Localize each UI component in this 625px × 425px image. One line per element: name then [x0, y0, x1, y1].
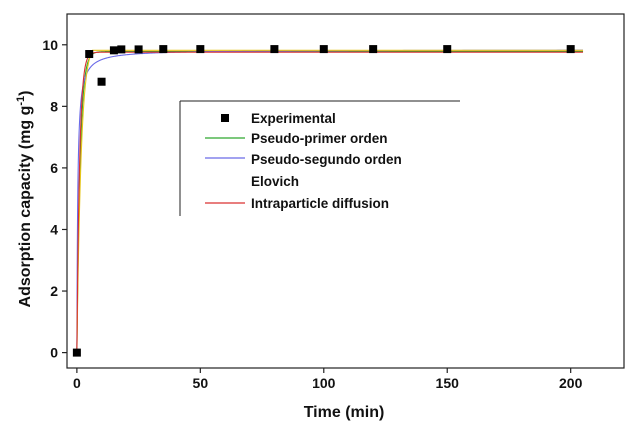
- data-point: [159, 45, 168, 54]
- x-tick-label: 0: [73, 375, 81, 391]
- x-tick-label: 150: [436, 375, 460, 391]
- legend-label-elovich: Elovich: [251, 174, 299, 189]
- x-axis: 0 50 100 150 200: [73, 368, 583, 391]
- experimental-points: [72, 45, 575, 357]
- x-tick-label: 50: [193, 375, 209, 391]
- legend-label-pseudo-primer: Pseudo-primer orden: [251, 131, 388, 146]
- y-tick-label: 6: [50, 160, 58, 176]
- y-tick-label: 0: [50, 345, 58, 361]
- data-point: [369, 45, 378, 54]
- legend-marker-experimental: [221, 114, 229, 122]
- series-line-elovich: [76, 49, 584, 353]
- y-tick-label: 10: [42, 37, 58, 53]
- data-point: [117, 45, 126, 54]
- x-tick-label: 100: [312, 375, 336, 391]
- data-point: [270, 45, 279, 54]
- fit-lines: [76, 49, 584, 353]
- x-axis-title: Time (min): [304, 404, 385, 421]
- legend-label-intraparticle: Intraparticle diffusion: [251, 196, 389, 211]
- data-point: [85, 50, 94, 59]
- data-point: [134, 45, 143, 54]
- plot-frame: [66, 13, 625, 369]
- legend: Experimental Pseudo-primer orden Pseudo-…: [179, 100, 460, 216]
- y-axis-title: Adsorption capacity (mg g-1): [15, 91, 34, 308]
- data-point: [443, 45, 452, 54]
- legend-label-pseudo-segundo: Pseudo-segundo orden: [251, 152, 402, 167]
- data-point: [72, 348, 81, 357]
- data-point: [319, 45, 328, 54]
- series-line-intraparticle-diffusion: [76, 51, 584, 353]
- data-point: [196, 45, 205, 54]
- data-point: [109, 46, 118, 55]
- y-axis: 0 2 4 6 8 10: [42, 37, 67, 361]
- data-point: [566, 45, 575, 54]
- legend-label-experimental: Experimental: [251, 111, 336, 126]
- y-tick-label: 2: [50, 283, 58, 299]
- y-tick-label: 8: [50, 98, 58, 114]
- x-tick-label: 200: [559, 375, 583, 391]
- data-point: [97, 77, 106, 86]
- y-tick-label: 4: [50, 221, 58, 237]
